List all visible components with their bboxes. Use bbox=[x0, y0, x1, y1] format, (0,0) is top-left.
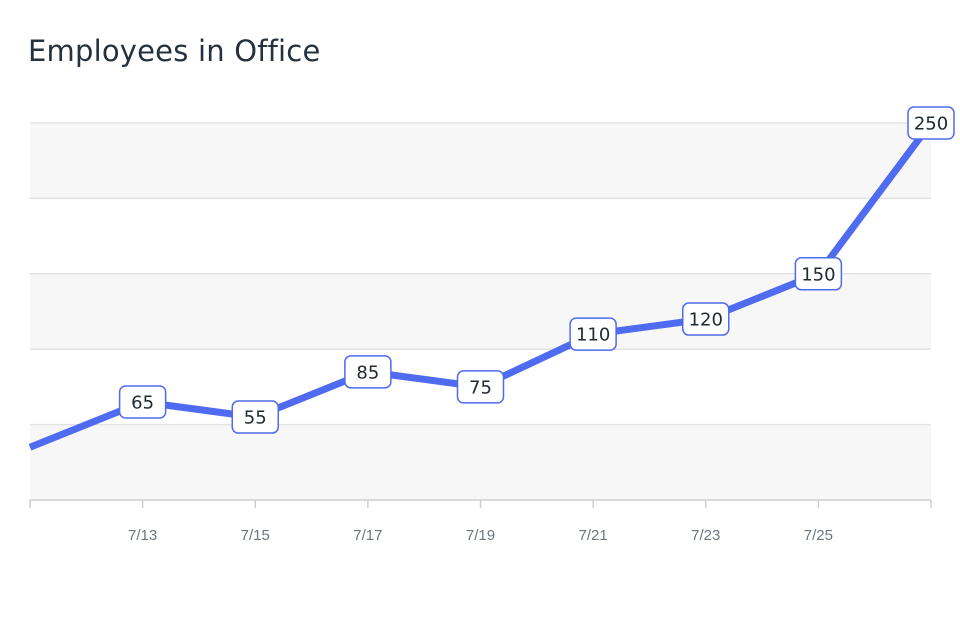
data-labels: 65 55 85 75 110 120 150 250 bbox=[118, 106, 955, 434]
data-label-box bbox=[344, 355, 392, 389]
data-label-box bbox=[118, 385, 167, 419]
data-label-box bbox=[907, 106, 955, 140]
gridlines bbox=[30, 122, 931, 426]
data-label-value: 55 bbox=[244, 408, 267, 429]
grid-band bbox=[30, 123, 931, 199]
data-label-box bbox=[682, 302, 730, 336]
x-tick-label: 7/23 bbox=[691, 527, 720, 544]
grid-band bbox=[30, 424, 931, 500]
data-label: 55 bbox=[231, 400, 279, 434]
data-label: 110 bbox=[569, 317, 617, 351]
x-axis: 7/13 7/15 7/17 7/19 7/21 7/23 7/25 bbox=[29, 499, 932, 544]
data-label-box bbox=[569, 317, 617, 351]
data-label: 75 bbox=[456, 370, 505, 404]
grid-bands bbox=[30, 123, 931, 500]
data-label-value: 75 bbox=[469, 377, 492, 398]
x-tick-label: 7/21 bbox=[579, 527, 608, 544]
data-label: 250 bbox=[907, 106, 955, 140]
x-tick-label: 7/19 bbox=[466, 527, 495, 544]
data-label-value: 85 bbox=[356, 362, 379, 383]
data-label-value: 65 bbox=[131, 392, 154, 413]
data-label-box bbox=[794, 257, 843, 291]
data-label-box bbox=[231, 400, 279, 434]
x-tick-label: 7/13 bbox=[128, 527, 157, 544]
data-label: 85 bbox=[344, 355, 392, 389]
data-label-value: 120 bbox=[689, 310, 723, 331]
data-label: 120 bbox=[682, 302, 730, 336]
x-tick-label: 7/17 bbox=[353, 527, 382, 544]
x-tick-label: 7/15 bbox=[241, 527, 270, 544]
data-label: 65 bbox=[118, 385, 167, 419]
chart-title: Employees in Office bbox=[28, 34, 321, 68]
data-label: 150 bbox=[794, 257, 843, 291]
data-label-value: 110 bbox=[576, 325, 610, 346]
data-label-value: 150 bbox=[801, 264, 835, 285]
x-tick-label: 7/25 bbox=[804, 527, 833, 544]
data-label-value: 250 bbox=[914, 114, 948, 135]
data-label-box bbox=[456, 370, 505, 404]
